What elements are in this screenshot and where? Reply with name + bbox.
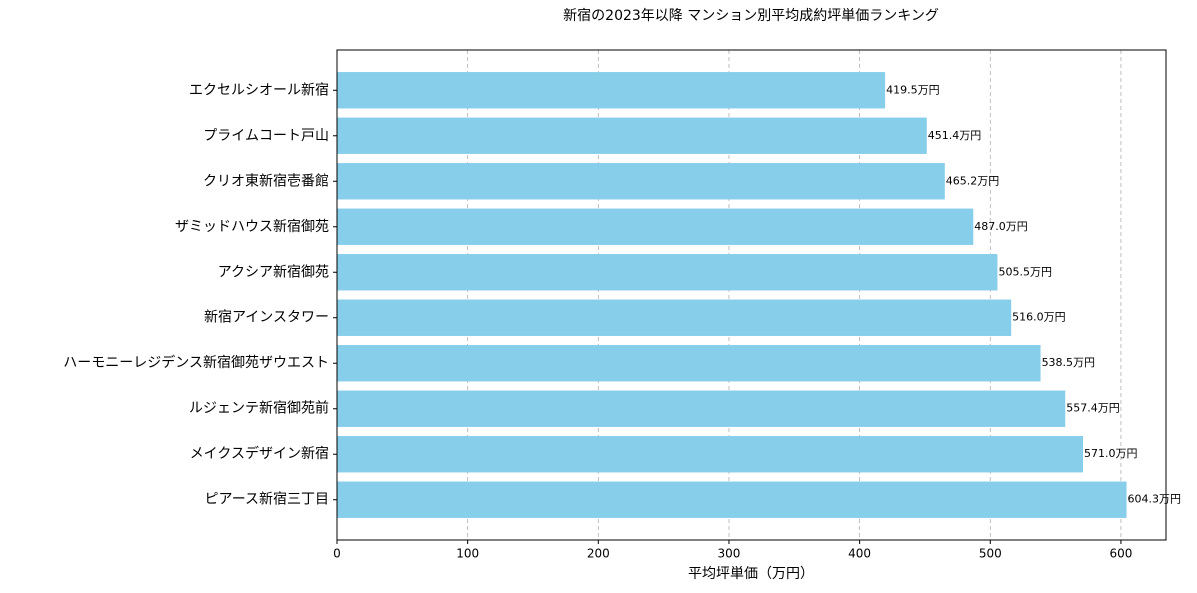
plot-frame	[336, 49, 1167, 541]
y-tick-label: プライムコート戸山	[203, 128, 329, 144]
value-label: 538.5万円	[1042, 356, 1096, 369]
value-label: 419.5万円	[886, 83, 940, 96]
y-tick-label: メイクスデザイン新宿	[190, 445, 329, 462]
x-tick-label: 600	[1109, 547, 1132, 561]
x-tick-label: 500	[979, 547, 1002, 561]
value-label: 571.0万円	[1084, 447, 1138, 460]
x-axis-label: 平均坪単価（万円）	[688, 566, 814, 582]
bar	[337, 390, 1066, 427]
bar	[337, 299, 1012, 336]
value-label: 465.2万円	[946, 174, 1000, 187]
x-tick-label: 100	[456, 547, 479, 561]
value-label: 505.5万円	[998, 265, 1052, 278]
bar	[337, 254, 998, 291]
bar	[337, 436, 1084, 473]
bar	[337, 117, 927, 154]
x-tick-label: 0	[333, 547, 341, 561]
y-tick-label: エクセルシオール新宿	[189, 81, 329, 98]
value-label: 604.3万円	[1128, 493, 1182, 506]
x-tick-label: 400	[848, 547, 871, 561]
chart-title: 新宿の2023年以降 マンション別平均成約坪単価ランキング	[563, 7, 939, 24]
y-tick-label: アクシア新宿御苑	[218, 263, 329, 280]
x-tick-label: 200	[587, 547, 610, 561]
value-label: 516.0万円	[1012, 311, 1066, 324]
x-tick-label: 300	[718, 547, 741, 561]
bar	[337, 208, 974, 245]
value-label: 487.0万円	[974, 220, 1028, 233]
bar	[337, 163, 945, 200]
bar	[337, 345, 1041, 382]
y-tick-label: ルジェンテ新宿御苑前	[189, 400, 329, 417]
bar	[337, 481, 1127, 518]
y-tick-label: ハーモニーレジデンス新宿御苑ザウエスト	[63, 354, 329, 371]
bar	[337, 72, 886, 109]
value-label: 451.4万円	[928, 129, 982, 142]
y-tick-label: ピアース新宿三丁目	[205, 491, 329, 508]
y-tick-label: ザミッドハウス新宿御苑	[175, 218, 329, 235]
value-label: 557.4万円	[1066, 402, 1120, 415]
y-tick-label: クリオ東新宿壱番館	[203, 172, 329, 189]
y-tick-label: 新宿アインスタワー	[204, 309, 329, 326]
